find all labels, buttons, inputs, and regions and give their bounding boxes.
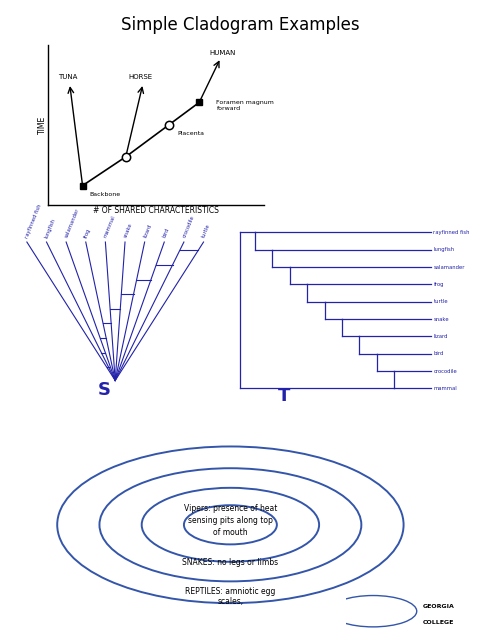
Text: crocodile: crocodile bbox=[433, 369, 457, 374]
Text: lizard: lizard bbox=[143, 223, 153, 239]
Text: HUMAN: HUMAN bbox=[210, 50, 236, 56]
Text: Vipers: presence of heat
sensing pits along top
of mouth: Vipers: presence of heat sensing pits al… bbox=[184, 504, 277, 537]
Text: turtle: turtle bbox=[201, 223, 211, 239]
Text: turtle: turtle bbox=[433, 300, 448, 304]
Text: T: T bbox=[278, 387, 290, 405]
Text: lungfish: lungfish bbox=[44, 218, 57, 239]
Text: SNAKES: no legs or limbs: SNAKES: no legs or limbs bbox=[182, 558, 278, 568]
Text: TUNA: TUNA bbox=[58, 74, 77, 80]
Text: Foramen magnum
forward: Foramen magnum forward bbox=[216, 100, 275, 111]
X-axis label: # OF SHARED CHARACTERISTICS: # OF SHARED CHARACTERISTICS bbox=[93, 206, 219, 215]
Text: S: S bbox=[97, 381, 111, 399]
Text: COLLEGE: COLLEGE bbox=[423, 620, 455, 625]
Text: Simple Cladogram Examples: Simple Cladogram Examples bbox=[120, 16, 360, 34]
Text: mammal: mammal bbox=[433, 386, 457, 391]
Text: crocodile: crocodile bbox=[182, 215, 195, 239]
Text: frog: frog bbox=[84, 227, 92, 239]
Text: frog: frog bbox=[433, 282, 444, 287]
Text: Placenta: Placenta bbox=[178, 131, 204, 136]
Y-axis label: TIME: TIME bbox=[37, 116, 47, 134]
Text: rayfinned fish: rayfinned fish bbox=[24, 203, 43, 239]
Text: bird: bird bbox=[162, 227, 170, 239]
Text: snake: snake bbox=[433, 317, 449, 321]
Text: snake: snake bbox=[123, 223, 133, 239]
Text: salamander: salamander bbox=[433, 264, 465, 269]
Text: HORSE: HORSE bbox=[129, 74, 153, 80]
Text: GEORGIA: GEORGIA bbox=[423, 604, 455, 609]
Text: rayfinned fish: rayfinned fish bbox=[433, 230, 470, 235]
Text: lungfish: lungfish bbox=[433, 247, 455, 252]
Text: mammal: mammal bbox=[103, 215, 117, 239]
Text: salamander: salamander bbox=[64, 208, 80, 239]
Text: bird: bird bbox=[433, 351, 444, 356]
Text: REPTILES: amniotic egg
scales,: REPTILES: amniotic egg scales, bbox=[185, 587, 276, 606]
Text: lizard: lizard bbox=[433, 334, 448, 339]
Text: Backbone: Backbone bbox=[89, 192, 120, 197]
